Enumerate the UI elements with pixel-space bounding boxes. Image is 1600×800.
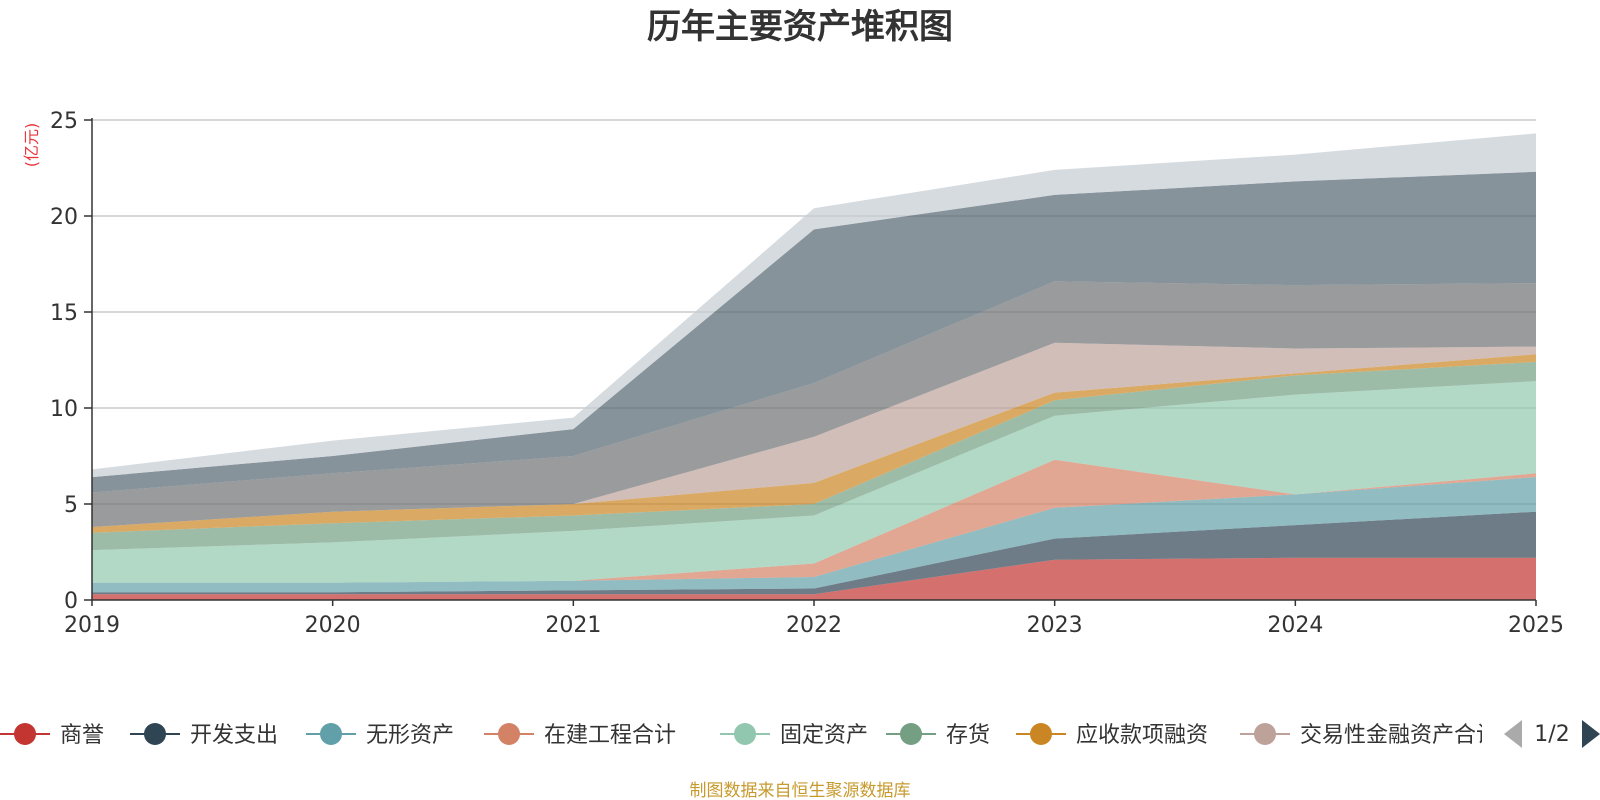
area-其他资产3 [92,133,1536,478]
area-series [92,133,1536,600]
legend-pager: 1/2 [1504,720,1600,748]
y-axis-ticks: 0 5 10 15 20 25 [50,109,92,614]
legend-label: 交易性金融资产合计 [1300,723,1498,748]
legend: 商誉 开发支出 无形资产 在建工程合计 固定资产 存货 应收款项融资 交易性金融资产合计 [0,723,1498,748]
x-tick-label: 2024 [1267,613,1323,638]
legend-marker-icon [14,723,36,745]
legend-label: 无形资产 [366,723,454,748]
legend-marker-icon [1254,723,1276,745]
legend-item[interactable]: 交易性金融资产合计 [1240,723,1498,748]
legend-item[interactable]: 存货 [886,723,990,748]
x-axis-ticks: 2019 2020 2021 2022 2023 2024 2025 [64,600,1564,638]
area-在建工程合计 [92,459,1536,583]
legend-marker-icon [1030,723,1052,745]
legend-marker-icon [320,723,342,745]
legend-page-indicator: 1/2 [1534,722,1569,747]
legend-marker-icon [498,723,520,745]
area-无形资产 [92,477,1536,593]
chart-title: 历年主要资产堆积图 [647,7,953,47]
area-开发支出 [92,511,1536,595]
legend-item[interactable]: 应收款项融资 [1016,723,1208,748]
x-tick-label: 2019 [64,613,120,638]
legend-item[interactable]: 固定资产 [720,723,868,748]
area-存货 [92,361,1536,551]
area-应收款项融资 [92,354,1536,533]
y-tick-label: 10 [50,397,78,422]
legend-next-icon[interactable] [1582,720,1600,748]
legend-item[interactable]: 在建工程合计 [484,723,676,748]
legend-label: 开发支出 [190,723,278,748]
x-tick-label: 2025 [1508,613,1564,638]
y-axis-unit: (亿元) [22,123,41,168]
y-tick-label: 5 [64,493,78,518]
y-tick-label: 0 [64,589,78,614]
data-source-note: 制图数据来自恒生聚源数据库 [690,781,911,800]
legend-label: 应收款项融资 [1076,723,1208,748]
x-tick-label: 2022 [786,613,842,638]
legend-label: 存货 [946,723,990,748]
x-tick-label: 2023 [1027,613,1083,638]
y-tick-label: 25 [50,109,78,134]
legend-label: 固定资产 [780,723,868,748]
legend-item[interactable]: 无形资产 [306,723,454,748]
legend-item[interactable]: 商誉 [0,723,104,748]
area-其他资产1 [92,281,1536,527]
area-商誉 [92,557,1536,600]
legend-marker-icon [900,723,922,745]
x-tick-label: 2021 [545,613,601,638]
area-其他资产2 [92,171,1536,493]
y-tick-label: 20 [50,205,78,230]
legend-label: 在建工程合计 [544,723,676,748]
legend-marker-icon [734,723,756,745]
y-tick-label: 15 [50,301,78,326]
legend-prev-icon[interactable] [1504,720,1522,748]
legend-item[interactable]: 开发支出 [130,723,278,748]
x-tick-label: 2020 [305,613,361,638]
legend-label: 商誉 [60,723,104,748]
legend-marker-icon [144,723,166,745]
area-固定资产 [92,381,1536,583]
area-交易性金融资产合计 [92,342,1536,527]
